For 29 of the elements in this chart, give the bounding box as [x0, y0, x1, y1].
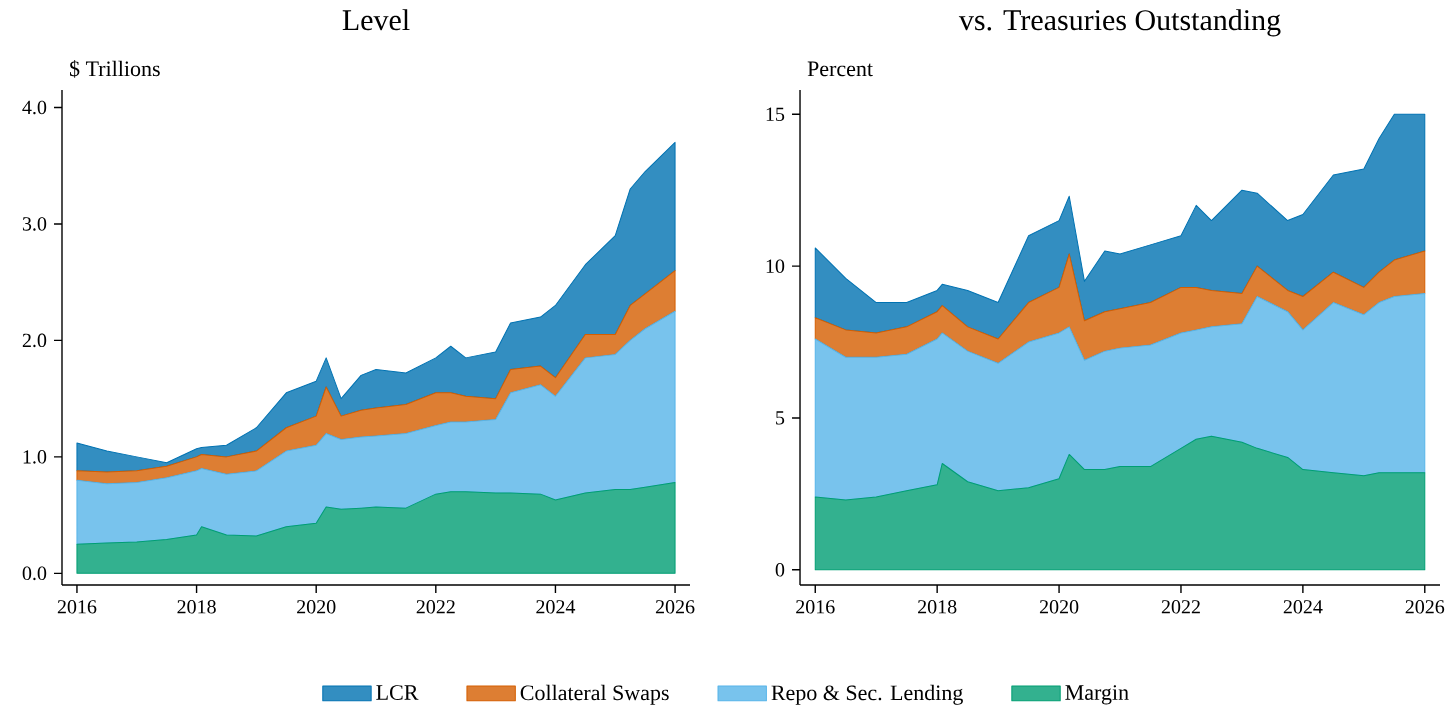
y-tick-label: 10 — [766, 259, 785, 273]
x-tick-label: 2020 — [297, 600, 336, 614]
x-tick-label: 2026 — [655, 600, 695, 614]
y-axis-title: Percent — [807, 61, 873, 77]
y-tick-label: 3.0 — [22, 217, 47, 231]
x-tick-label: 2016 — [57, 600, 97, 614]
legend-label: Margin — [1065, 685, 1129, 705]
legend-label: LCR — [376, 685, 419, 700]
x-tick-label: 2018 — [177, 600, 216, 614]
x-tick-label: 2024 — [536, 600, 576, 614]
y-tick-label: 2.0 — [22, 333, 47, 348]
legend-label: Collateral Swaps — [520, 684, 669, 705]
y-tick-label: 0.0 — [22, 566, 47, 581]
y-tick-label: 0 — [775, 563, 785, 577]
x-tick-label: 2016 — [796, 600, 835, 614]
x-tick-label: 2020 — [1039, 600, 1079, 614]
x-tick-label: 2022 — [1161, 600, 1200, 614]
y-tick-label: 15 — [766, 107, 785, 121]
y-tick-label: 5 — [776, 411, 785, 425]
legend-label: Repo & Sec. Lending — [771, 684, 963, 705]
chart-title: vs. Treasuries Outstanding — [958, 9, 1281, 37]
y-tick-label: 1.0 — [23, 450, 47, 464]
x-tick-label: 2026 — [1405, 600, 1445, 614]
chart-title: Level — [342, 9, 410, 31]
x-tick-label: 2022 — [416, 600, 455, 614]
y-axis-title: $ Trillions — [70, 60, 160, 78]
x-tick-label: 2024 — [1283, 600, 1323, 614]
x-tick-label: 2018 — [918, 600, 957, 614]
y-tick-label: 4.0 — [22, 100, 47, 115]
